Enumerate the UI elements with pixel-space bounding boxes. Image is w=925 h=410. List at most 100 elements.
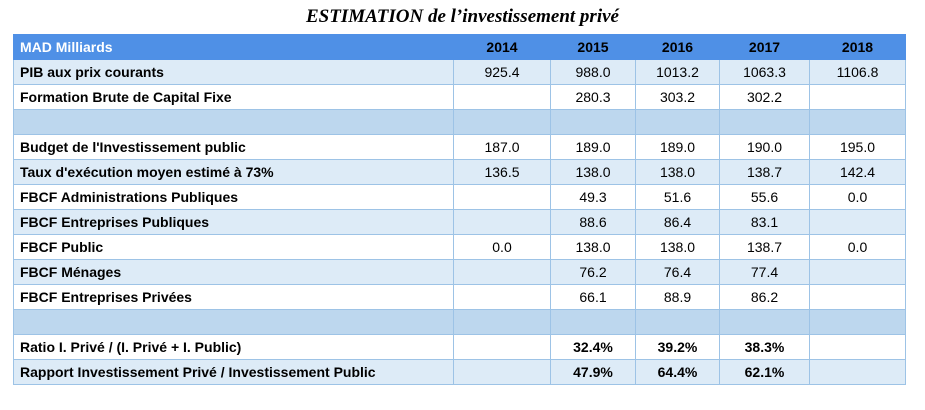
spacer-row [13, 109, 906, 135]
cell: 38.3% [719, 334, 810, 360]
cell: 0.0 [809, 234, 906, 260]
cell [635, 109, 720, 135]
cell: 138.7 [719, 234, 810, 260]
year-header: 2014 [453, 34, 551, 60]
cell [635, 309, 720, 335]
cell [550, 309, 636, 335]
cell: 77.4 [719, 259, 810, 285]
table-row: FBCF Administrations Publiques 49.3 51.6… [13, 184, 906, 210]
year-header: 2017 [719, 34, 810, 60]
cell [809, 284, 906, 310]
year-header: 2016 [635, 34, 720, 60]
cell [453, 109, 551, 135]
cell: 83.1 [719, 209, 810, 235]
cell: 138.7 [719, 159, 810, 185]
cell: 136.5 [453, 159, 551, 185]
year-header: 2015 [550, 34, 636, 60]
cell: 190.0 [719, 134, 810, 160]
row-label: Taux d'exécution moyen estimé à 73% [13, 159, 454, 185]
cell: 187.0 [453, 134, 551, 160]
cell: 280.3 [550, 84, 636, 110]
cell: 925.4 [453, 59, 551, 85]
table-row: FBCF Ménages 76.2 76.4 77.4 [13, 259, 906, 285]
cell: 138.0 [635, 159, 720, 185]
cell: 64.4% [635, 359, 720, 385]
cell: 32.4% [550, 334, 636, 360]
investment-estimation-table: MAD Milliards 2014 2015 2016 2017 2018 P… [13, 34, 906, 385]
year-header: 2018 [809, 34, 906, 60]
cell: 1013.2 [635, 59, 720, 85]
row-label [13, 309, 454, 335]
cell [550, 109, 636, 135]
row-label: Formation Brute de Capital Fixe [13, 84, 454, 110]
cell: 189.0 [635, 134, 720, 160]
cell: 0.0 [809, 184, 906, 210]
cell [809, 309, 906, 335]
cell [453, 334, 551, 360]
cell [453, 209, 551, 235]
row-label: PIB aux prix courants [13, 59, 454, 85]
cell: 47.9% [550, 359, 636, 385]
row-label: FBCF Entreprises Privées [13, 284, 454, 310]
cell: 51.6 [635, 184, 720, 210]
cell: 49.3 [550, 184, 636, 210]
table-row: Rapport Investissement Privé / Investiss… [13, 359, 906, 385]
cell: 88.9 [635, 284, 720, 310]
cell: 988.0 [550, 59, 636, 85]
cell: 302.2 [719, 84, 810, 110]
row-label [13, 109, 454, 135]
cell [809, 209, 906, 235]
cell [453, 84, 551, 110]
cell [809, 359, 906, 385]
cell [453, 309, 551, 335]
cell: 138.0 [550, 234, 636, 260]
row-label: Rapport Investissement Privé / Investiss… [13, 359, 454, 385]
row-label: FBCF Ménages [13, 259, 454, 285]
cell [809, 84, 906, 110]
table-row: Ratio I. Privé / (I. Privé + I. Public) … [13, 334, 906, 360]
cell: 1063.3 [719, 59, 810, 85]
cell: 62.1% [719, 359, 810, 385]
cell [809, 109, 906, 135]
cell [719, 109, 810, 135]
cell: 142.4 [809, 159, 906, 185]
table-row: FBCF Entreprises Privées 66.1 88.9 86.2 [13, 284, 906, 310]
cell: 195.0 [809, 134, 906, 160]
cell [453, 184, 551, 210]
cell: 0.0 [453, 234, 551, 260]
cell: 88.6 [550, 209, 636, 235]
cell: 66.1 [550, 284, 636, 310]
row-label: Budget de l'Investissement public [13, 134, 454, 160]
table-row: FBCF Entreprises Publiques 88.6 86.4 83.… [13, 209, 906, 235]
table-row: FBCF Public 0.0 138.0 138.0 138.7 0.0 [13, 234, 906, 260]
cell: 76.2 [550, 259, 636, 285]
row-label: FBCF Administrations Publiques [13, 184, 454, 210]
table-row: Taux d'exécution moyen estimé à 73% 136.… [13, 159, 906, 185]
cell: 86.4 [635, 209, 720, 235]
row-label: FBCF Public [13, 234, 454, 260]
cell [453, 359, 551, 385]
row-label: Ratio I. Privé / (I. Privé + I. Public) [13, 334, 454, 360]
cell [809, 334, 906, 360]
cell: 138.0 [550, 159, 636, 185]
header-label: MAD Milliards [13, 34, 454, 60]
cell: 189.0 [550, 134, 636, 160]
table-row: PIB aux prix courants 925.4 988.0 1013.2… [13, 59, 906, 85]
cell [809, 259, 906, 285]
cell: 76.4 [635, 259, 720, 285]
row-label: FBCF Entreprises Publiques [13, 209, 454, 235]
cell [719, 309, 810, 335]
cell [453, 284, 551, 310]
cell: 138.0 [635, 234, 720, 260]
cell [453, 259, 551, 285]
table-title: ESTIMATION de l’investissement privé [306, 6, 619, 27]
cell: 39.2% [635, 334, 720, 360]
table-row: Budget de l'Investissement public 187.0 … [13, 134, 906, 160]
header-row: MAD Milliards 2014 2015 2016 2017 2018 [13, 34, 906, 60]
table-row: Formation Brute de Capital Fixe 280.3 30… [13, 84, 906, 110]
cell: 303.2 [635, 84, 720, 110]
cell: 55.6 [719, 184, 810, 210]
spacer-row [13, 309, 906, 335]
cell: 1106.8 [809, 59, 906, 85]
